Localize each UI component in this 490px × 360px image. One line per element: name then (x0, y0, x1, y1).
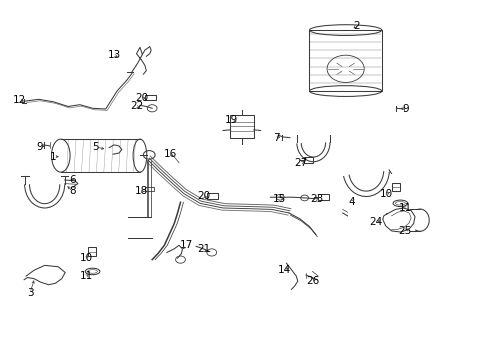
Text: 27: 27 (294, 158, 308, 168)
Text: 9: 9 (402, 104, 409, 114)
Text: 1: 1 (50, 152, 57, 162)
Text: 8: 8 (70, 186, 76, 197)
Bar (392, 183, 400, 192)
Text: 2: 2 (353, 21, 360, 31)
Bar (146, 187, 154, 192)
Text: 10: 10 (380, 189, 393, 199)
Text: 10: 10 (80, 253, 93, 263)
Text: 12: 12 (13, 95, 26, 105)
Text: 21: 21 (197, 244, 210, 254)
Text: 22: 22 (130, 102, 143, 112)
Text: 20: 20 (197, 191, 210, 201)
Text: 11: 11 (399, 203, 412, 213)
Text: 17: 17 (180, 240, 193, 250)
Bar (310, 30, 382, 91)
Text: 13: 13 (107, 50, 121, 60)
Text: 9: 9 (36, 142, 43, 152)
Text: 23: 23 (311, 194, 324, 204)
Text: 11: 11 (79, 271, 93, 281)
Bar (88, 247, 97, 256)
Text: 25: 25 (399, 226, 412, 236)
Text: 5: 5 (93, 142, 99, 152)
Text: 6: 6 (70, 175, 76, 185)
Text: 16: 16 (164, 149, 177, 159)
Text: 7: 7 (273, 133, 280, 143)
Text: 24: 24 (369, 217, 383, 227)
Text: 20: 20 (135, 93, 148, 103)
Text: 14: 14 (277, 265, 291, 275)
Text: 19: 19 (225, 115, 238, 125)
Text: 18: 18 (135, 186, 148, 197)
Text: 3: 3 (26, 288, 33, 298)
Text: 15: 15 (272, 194, 286, 204)
Text: 4: 4 (348, 197, 355, 207)
Text: 26: 26 (306, 276, 319, 286)
